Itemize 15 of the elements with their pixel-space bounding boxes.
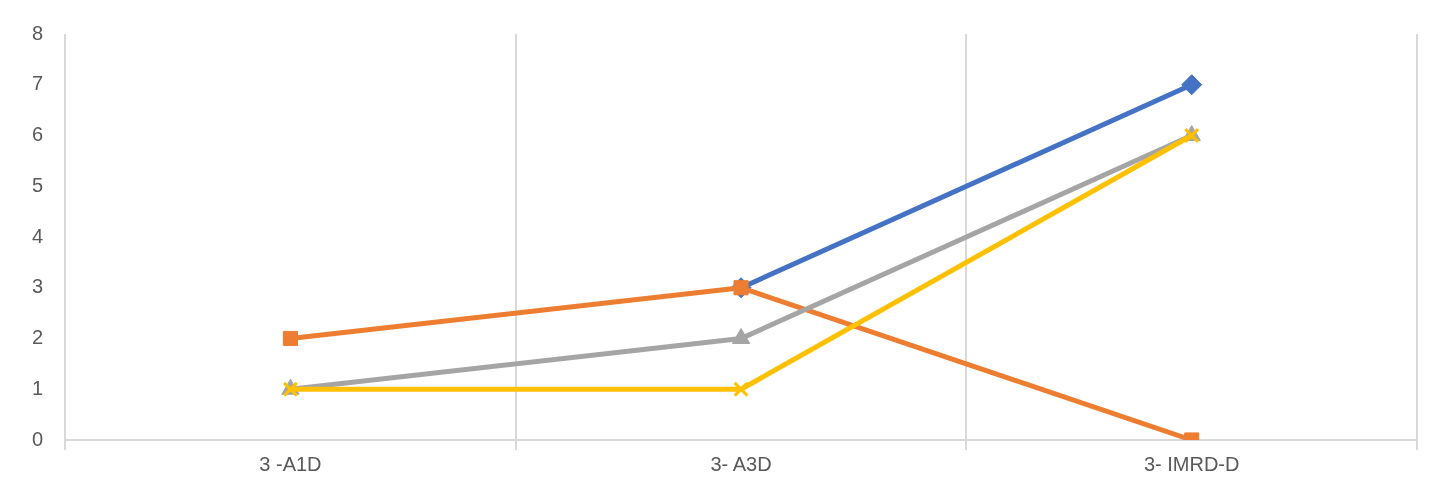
y-tick-label: 7 <box>32 72 44 95</box>
y-tick-label: 2 <box>32 326 44 349</box>
point <box>733 381 749 398</box>
y-tick-label: 3 <box>32 275 44 298</box>
y-tick-label: 0 <box>32 427 44 450</box>
y-tick-label: 5 <box>32 173 44 196</box>
x-tick-label: 3- IMRD-D <box>1143 452 1240 475</box>
y-tick-label: 8 <box>32 21 44 44</box>
y-tick-label: 1 <box>32 376 44 399</box>
point <box>282 330 299 347</box>
x-tick-label: 3- A3D <box>710 452 772 475</box>
y-tick-label: 4 <box>32 224 44 247</box>
y-tick-label: 6 <box>32 123 44 146</box>
x-tick-label: 3 -A1D <box>259 452 322 475</box>
point <box>1181 74 1203 96</box>
